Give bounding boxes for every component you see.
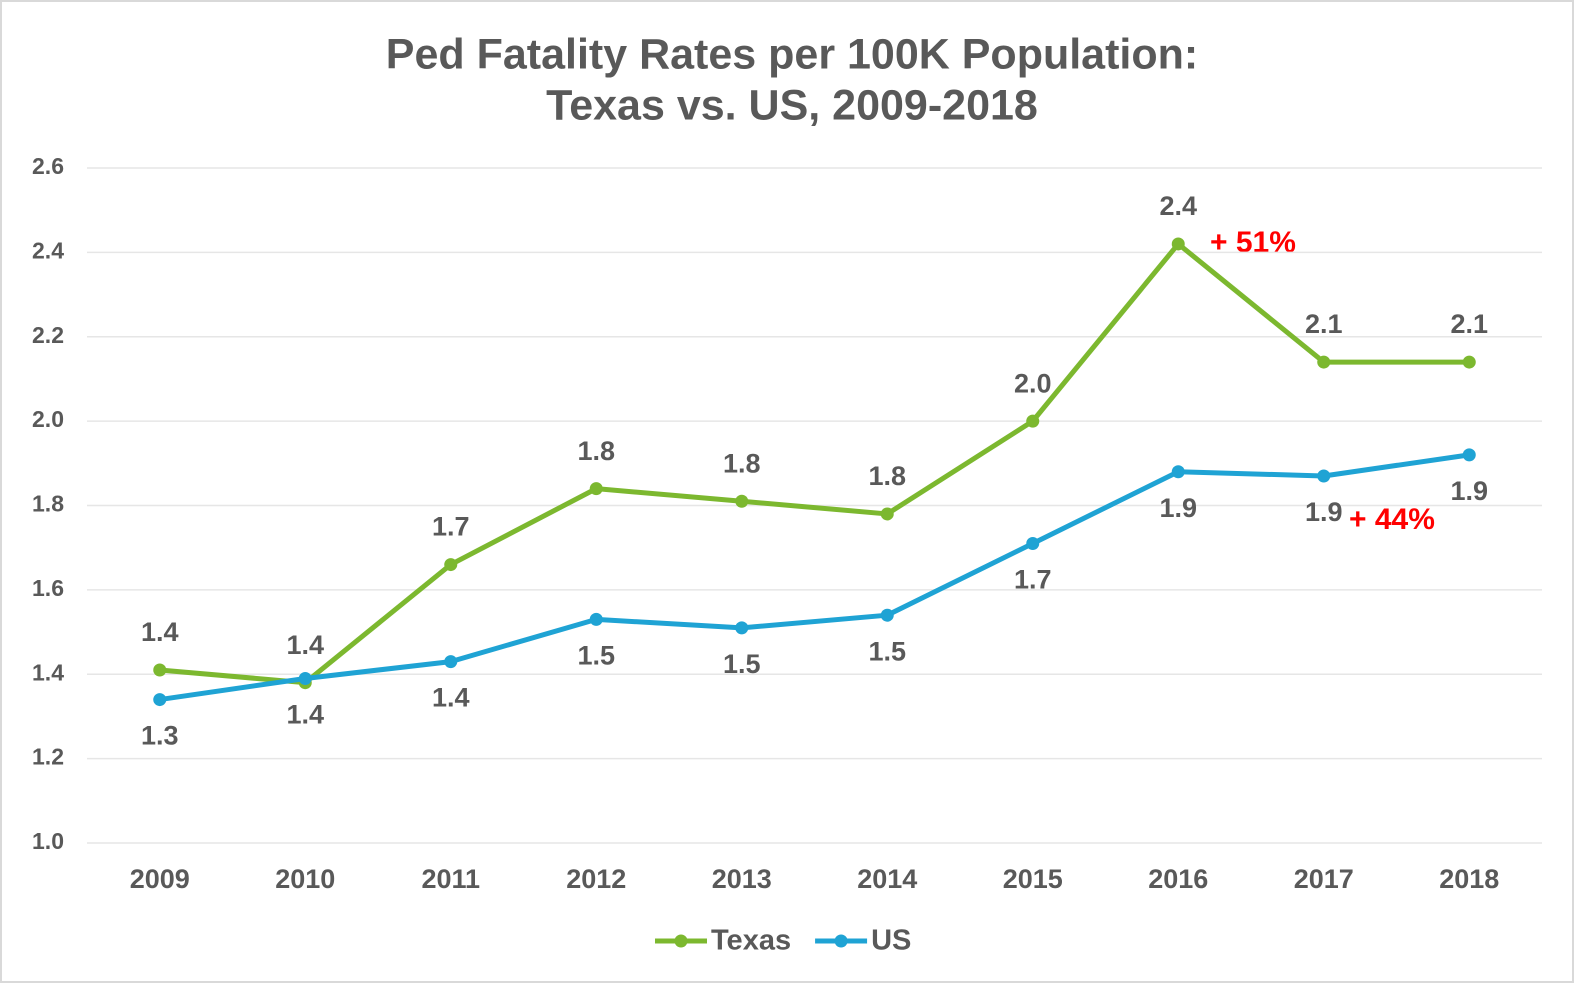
x-tick-label: 2018 bbox=[1439, 864, 1499, 894]
data-point bbox=[1462, 448, 1476, 462]
data-label: 2.0 bbox=[1014, 368, 1052, 398]
data-label: 2.1 bbox=[1450, 309, 1488, 339]
series-line bbox=[159, 241, 1470, 686]
data-point bbox=[1317, 469, 1331, 483]
data-label: 1.4 bbox=[286, 700, 324, 730]
data-label: 1.5 bbox=[577, 641, 615, 671]
data-point bbox=[589, 612, 603, 626]
data-label: 1.8 bbox=[723, 448, 761, 478]
data-label: 1.4 bbox=[286, 630, 324, 660]
y-tick-label: 1.4 bbox=[32, 659, 64, 685]
data-label: 1.9 bbox=[1305, 497, 1343, 527]
data-point bbox=[444, 655, 458, 669]
legend-item: US bbox=[815, 925, 911, 957]
data-point bbox=[444, 558, 458, 572]
data-label: 1.5 bbox=[868, 636, 906, 666]
annotation: + 44% bbox=[1349, 503, 1435, 536]
legend-label: Texas bbox=[711, 925, 791, 957]
x-tick-label: 2010 bbox=[275, 864, 335, 894]
data-label: 1.7 bbox=[432, 512, 470, 542]
x-tick-label: 2012 bbox=[566, 864, 626, 894]
y-tick-label: 2.2 bbox=[32, 322, 64, 348]
chart-subtitle: Texas vs. US, 2009-2018 bbox=[546, 81, 1038, 129]
data-point bbox=[298, 671, 312, 685]
data-label: 1.4 bbox=[141, 617, 179, 647]
data-label: 1.4 bbox=[432, 683, 470, 713]
data-label: 1.8 bbox=[868, 461, 906, 491]
x-tick-label: 2015 bbox=[1003, 864, 1063, 894]
x-tick-label: 2017 bbox=[1294, 864, 1354, 894]
y-tick-label: 2.6 bbox=[32, 153, 64, 179]
x-tick-label: 2011 bbox=[421, 864, 480, 894]
y-tick-label: 1.8 bbox=[32, 491, 64, 517]
x-tick-label: 2014 bbox=[857, 864, 917, 894]
data-point bbox=[1026, 536, 1040, 550]
x-tick-label: 2013 bbox=[712, 864, 772, 894]
data-point bbox=[1317, 355, 1331, 369]
data-label: 1.9 bbox=[1450, 476, 1488, 506]
y-tick-label: 2.4 bbox=[32, 237, 64, 263]
data-point bbox=[153, 663, 167, 677]
data-point bbox=[735, 621, 749, 635]
legend-item: Texas bbox=[655, 925, 791, 957]
chart-title: Ped Fatality Rates per 100K Population: bbox=[386, 30, 1198, 78]
y-tick-label: 1.6 bbox=[32, 575, 64, 601]
data-point bbox=[153, 693, 167, 707]
data-point bbox=[1462, 355, 1476, 369]
data-label: 1.5 bbox=[723, 649, 761, 679]
data-point bbox=[880, 507, 894, 521]
y-tick-label: 1.2 bbox=[32, 744, 64, 770]
legend-label: US bbox=[871, 925, 911, 957]
data-label: 1.7 bbox=[1014, 565, 1052, 595]
y-tick-label: 1.0 bbox=[32, 828, 64, 854]
y-tick-label: 2.0 bbox=[32, 406, 64, 432]
data-label: 2.1 bbox=[1305, 309, 1343, 339]
data-point bbox=[589, 482, 603, 496]
legend-marker bbox=[674, 934, 688, 948]
data-point bbox=[1171, 237, 1185, 251]
x-tick-label: 2016 bbox=[1148, 864, 1208, 894]
data-label: 1.8 bbox=[577, 436, 615, 466]
data-point bbox=[880, 608, 894, 622]
data-point bbox=[1026, 414, 1040, 428]
annotation: + 51% bbox=[1210, 226, 1296, 259]
data-point bbox=[1171, 465, 1185, 479]
data-label: 1.3 bbox=[141, 721, 179, 751]
data-label: 1.9 bbox=[1159, 493, 1197, 523]
data-point bbox=[735, 494, 749, 508]
legend-marker bbox=[834, 934, 848, 948]
series-line bbox=[159, 452, 1470, 703]
x-tick-label: 2009 bbox=[130, 864, 190, 894]
data-label: 2.4 bbox=[1159, 191, 1197, 221]
